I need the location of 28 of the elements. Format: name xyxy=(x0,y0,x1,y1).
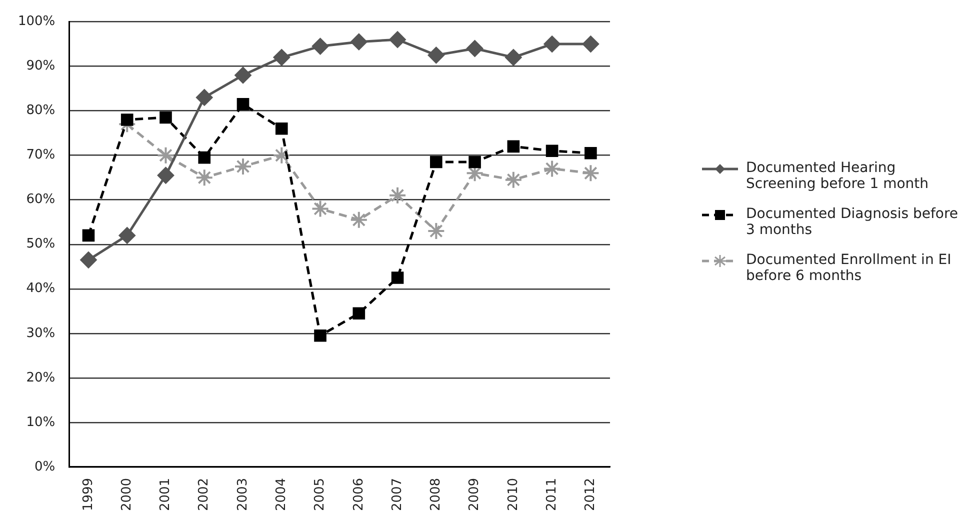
y-tick-label: 30% xyxy=(26,326,56,341)
legend-label: Documented Diagnosis before 3 months xyxy=(746,206,960,238)
x-tick-label: 2002 xyxy=(196,478,212,512)
x-tick-label: 2011 xyxy=(544,478,560,512)
y-tick-label: 40% xyxy=(26,281,56,296)
x-tick-label: 2010 xyxy=(506,478,521,512)
x-tick-label: 2007 xyxy=(390,478,405,512)
x-tick-label: 2003 xyxy=(235,478,250,512)
legend-label: Documented Enrollment in EI before 6 months xyxy=(746,252,952,284)
y-tick-label: 20% xyxy=(26,370,56,386)
x-tick-label: 2000 xyxy=(119,478,134,512)
x-tick-label: 1999 xyxy=(80,478,96,512)
y-tick-label: 100% xyxy=(18,14,56,30)
y-tick-label: 80% xyxy=(26,103,56,118)
x-tick-label: 2004 xyxy=(274,478,290,512)
y-tick-label: 90% xyxy=(26,58,56,74)
x-tick-label: 2001 xyxy=(158,478,174,512)
x-tick-label: 2005 xyxy=(312,478,328,512)
x-tick-label: 2012 xyxy=(583,478,598,512)
x-tick-label: 2008 xyxy=(428,478,444,512)
y-tick-label: 70% xyxy=(26,148,56,163)
y-tick-label: 50% xyxy=(26,236,56,252)
x-tick-label: 2009 xyxy=(467,478,482,512)
x-tick-label: 2006 xyxy=(351,478,366,512)
y-tick-label: 0% xyxy=(34,459,56,474)
legend-label: Documented Hearing Screening before 1 month xyxy=(746,160,930,192)
y-tick-label: 10% xyxy=(26,414,56,430)
y-tick-label: 60% xyxy=(26,192,56,208)
